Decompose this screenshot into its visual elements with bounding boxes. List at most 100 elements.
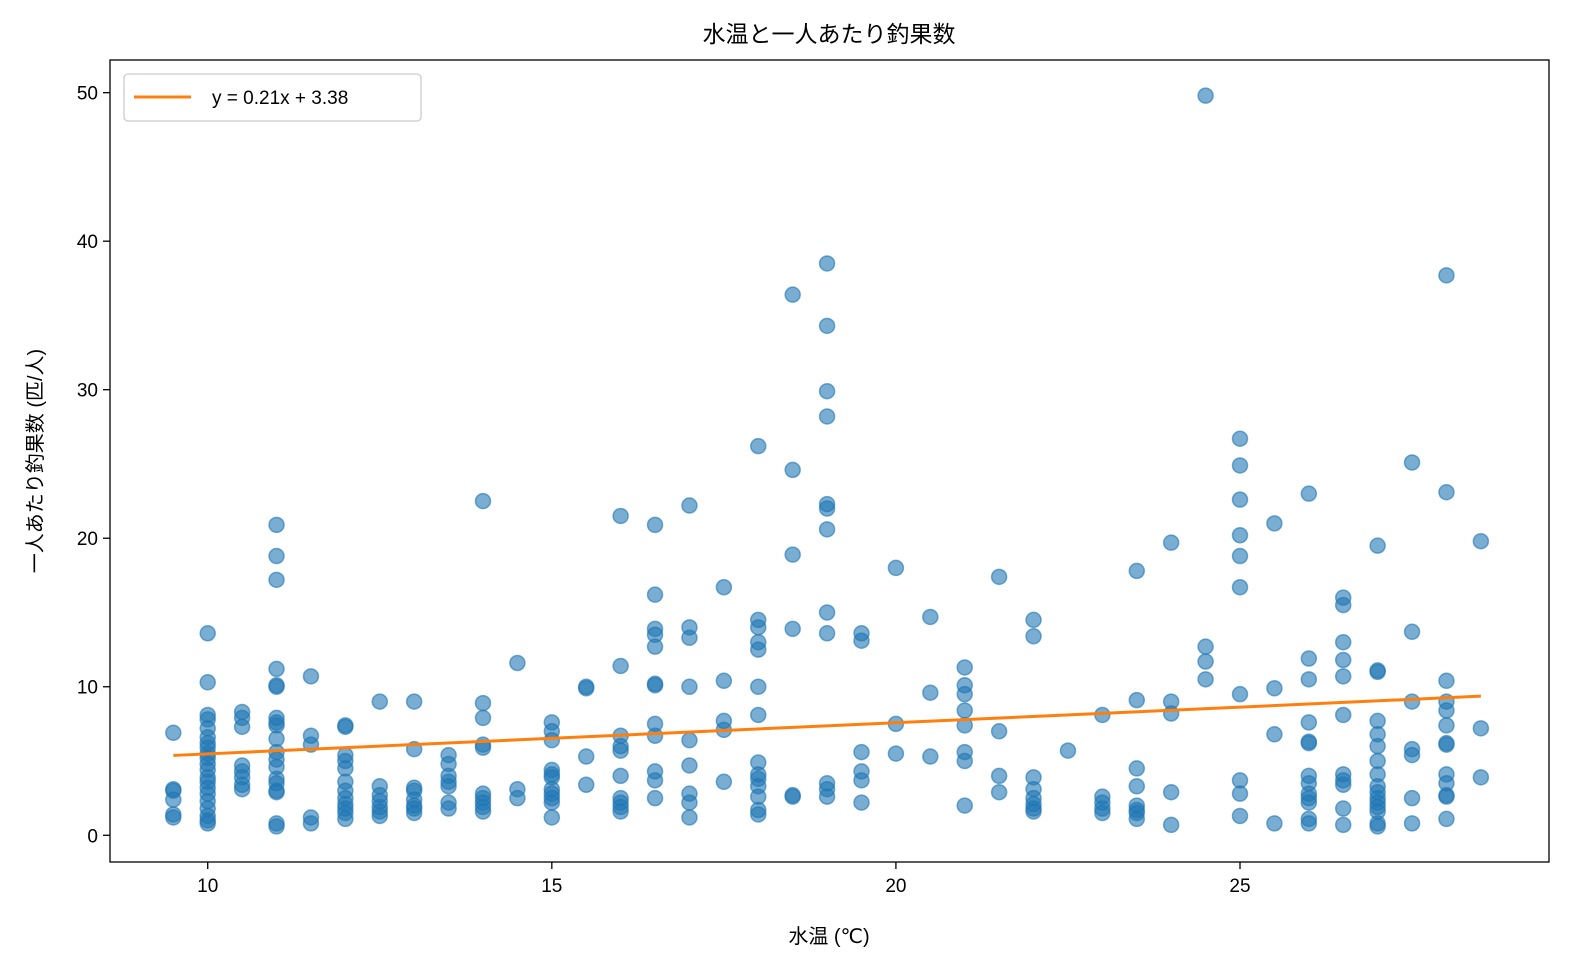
data-point xyxy=(784,546,801,563)
data-point xyxy=(1231,527,1249,544)
data-point xyxy=(956,797,973,814)
data-point xyxy=(1334,651,1352,669)
data-point xyxy=(1231,785,1249,802)
data-point xyxy=(577,748,595,765)
data-point xyxy=(818,788,836,805)
data-point xyxy=(715,773,733,791)
data-point xyxy=(1231,547,1249,565)
data-point xyxy=(268,678,285,695)
data-point xyxy=(818,382,836,400)
data-point xyxy=(818,604,836,621)
data-point xyxy=(853,632,870,649)
data-point xyxy=(818,408,836,425)
data-point xyxy=(646,677,664,694)
data-point xyxy=(199,674,216,691)
data-point xyxy=(990,783,1008,801)
data-point xyxy=(1231,807,1249,825)
trendline-layer xyxy=(173,694,1481,757)
data-point xyxy=(1334,800,1352,817)
data-point xyxy=(1300,714,1318,731)
data-point xyxy=(1162,783,1180,801)
data-point xyxy=(1197,638,1214,655)
data-point xyxy=(612,507,629,525)
data-point xyxy=(1231,578,1249,596)
data-point xyxy=(853,794,870,811)
data-point xyxy=(165,809,182,826)
data-point xyxy=(612,657,629,675)
data-point xyxy=(1403,623,1421,641)
x-tick-label: 15 xyxy=(541,876,562,897)
data-point xyxy=(1128,760,1146,777)
data-point xyxy=(990,767,1008,785)
data-point xyxy=(1025,611,1042,629)
data-point xyxy=(1300,734,1318,752)
y-tick-label: 40 xyxy=(77,232,98,253)
data-point xyxy=(474,492,492,510)
data-point xyxy=(612,767,629,785)
data-point xyxy=(1403,454,1421,471)
legend: y = 0.21x + 3.38 xyxy=(123,73,422,122)
data-point xyxy=(1025,803,1042,820)
data-point xyxy=(750,619,767,636)
data-point xyxy=(612,803,629,820)
data-point xyxy=(233,718,251,736)
y-axis-label: 一人あたり釣果数 (匹/人) xyxy=(24,349,47,573)
trend-line xyxy=(173,694,1481,757)
data-point xyxy=(612,742,629,759)
x-axis-label: 水温 (℃) xyxy=(788,925,869,948)
data-point xyxy=(474,709,492,727)
data-point xyxy=(750,641,767,658)
data-point xyxy=(1438,810,1455,828)
data-point xyxy=(1403,789,1421,807)
data-point xyxy=(922,748,939,765)
data-point xyxy=(509,789,526,807)
y-tick-label: 10 xyxy=(77,678,98,699)
data-point xyxy=(1197,653,1214,670)
data-point xyxy=(302,668,320,685)
legend-frame xyxy=(123,73,422,122)
data-point xyxy=(1334,706,1352,724)
data-point xyxy=(405,804,423,822)
data-point xyxy=(1300,485,1318,502)
data-point xyxy=(681,731,698,749)
data-point xyxy=(1162,705,1180,722)
data-point xyxy=(1162,534,1180,551)
legend-entry: y = 0.21x + 3.38 xyxy=(212,88,348,109)
data-point xyxy=(165,791,182,808)
data-point xyxy=(474,803,492,820)
data-point xyxy=(715,578,733,596)
data-point xyxy=(543,794,561,811)
data-point xyxy=(268,547,285,565)
data-point xyxy=(1438,483,1455,501)
data-point xyxy=(1231,430,1249,447)
data-point xyxy=(1438,736,1455,753)
data-point xyxy=(956,717,973,734)
x-tick-label: 10 xyxy=(197,876,218,897)
data-point xyxy=(1128,691,1146,709)
data-point xyxy=(1300,650,1318,667)
data-point xyxy=(922,608,939,626)
data-point xyxy=(371,693,389,710)
data-point xyxy=(337,810,354,828)
data-point xyxy=(784,788,801,805)
data-point xyxy=(1128,562,1146,580)
data-point xyxy=(1369,818,1386,835)
y-axis: 0 10 20 30 40 50 xyxy=(77,84,110,847)
data-point xyxy=(371,807,389,825)
data-point xyxy=(1266,815,1283,832)
data-point xyxy=(715,672,733,690)
data-point xyxy=(646,727,664,745)
data-point xyxy=(1231,685,1249,703)
data-point xyxy=(474,694,492,712)
data-point xyxy=(750,437,767,455)
data-point xyxy=(268,660,285,678)
data-point xyxy=(784,620,801,638)
data-point xyxy=(1300,794,1318,811)
data-point xyxy=(887,745,905,762)
data-point xyxy=(268,783,285,801)
data-point xyxy=(1438,267,1455,284)
data-point xyxy=(681,497,698,514)
data-point xyxy=(646,772,664,789)
chart-title: 水温と一人あたり釣果数 xyxy=(703,21,956,47)
